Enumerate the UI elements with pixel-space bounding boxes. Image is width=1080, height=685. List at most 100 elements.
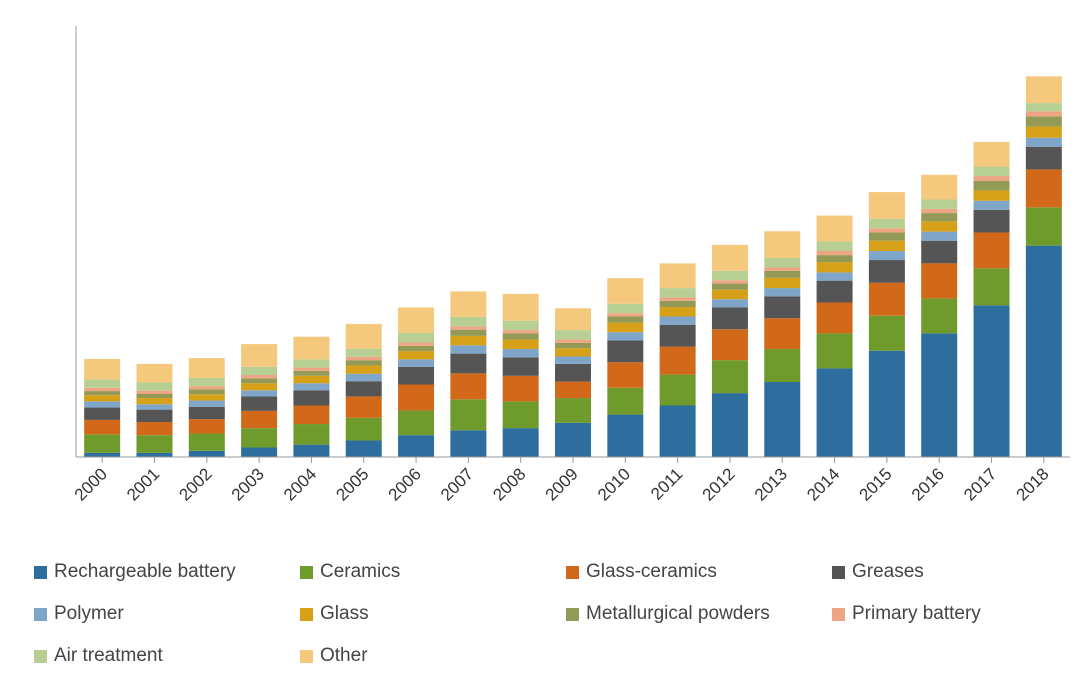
bar-segment (868, 218, 905, 229)
x-tick-label: 2003 (228, 464, 268, 504)
bar-segment (84, 391, 121, 396)
legend-label: Ceramics (320, 561, 401, 582)
bar-segment (136, 393, 173, 399)
bar-segment (1025, 137, 1062, 147)
bar-segment (921, 263, 958, 299)
bar-segment (868, 282, 905, 316)
legend-swatch (566, 565, 579, 579)
bar-segment (607, 322, 644, 333)
bar-segment (188, 377, 225, 387)
bar-segment (711, 244, 748, 271)
bar-segment (293, 444, 330, 457)
bar-segment (136, 398, 173, 405)
bar-segment (816, 262, 853, 273)
legend-label: Polymer (54, 603, 124, 624)
legend-item: Rechargeable battery (34, 560, 236, 584)
bar-segment (868, 228, 905, 233)
legend-item: Air treatment (34, 644, 163, 668)
bar-segment (607, 313, 644, 317)
bar-segment (764, 296, 801, 319)
bar-segment (659, 324, 696, 347)
bar-segment (921, 333, 958, 457)
bar-segment (136, 435, 173, 453)
bar-segment (1025, 103, 1062, 112)
legend-swatch (300, 649, 313, 663)
bar-segment (84, 407, 121, 420)
x-tick-label: 2009 (542, 464, 582, 504)
bar-segment (607, 316, 644, 323)
legend-swatch (34, 565, 47, 579)
bar-segment (502, 330, 539, 334)
legend-item: Other (300, 644, 368, 668)
x-tick-label: 2000 (71, 464, 111, 504)
bar-segment (136, 404, 173, 410)
bar-segment (450, 345, 487, 354)
x-tick-label: 2015 (856, 464, 896, 504)
bar-segment (241, 366, 278, 376)
bar-segment (764, 382, 801, 457)
bar-segment (607, 278, 644, 304)
bar-segment (1025, 207, 1062, 246)
bar-segment (1025, 169, 1062, 208)
bar-segment (241, 378, 278, 384)
legend-item: Glass-ceramics (566, 560, 717, 584)
bar-segment (816, 333, 853, 369)
legend-label: Glass (320, 603, 369, 624)
bar-segment (607, 414, 644, 457)
bar-segment (711, 289, 748, 300)
bar-segment (345, 417, 382, 441)
bar-segment (293, 370, 330, 376)
bar-segment (136, 382, 173, 391)
bar-segment (241, 410, 278, 429)
bar-segment (973, 190, 1010, 201)
x-tick-labels: 2000 2001 2002 2003 2004 2005 2006 2007 2008 2009… (71, 464, 1053, 504)
legend-label: Rechargeable battery (54, 561, 236, 582)
bar-segment (659, 374, 696, 406)
bar-segment (84, 387, 121, 392)
bar-segment (293, 405, 330, 425)
bar-segment (345, 440, 382, 457)
bar-segment (136, 390, 173, 394)
legend-item: Glass (300, 602, 369, 626)
bar-segment (555, 342, 591, 349)
bar-segment (502, 357, 539, 376)
chart-area: 2000 2001 2002 2003 2004 2005 2006 2007 2008 2009… (71, 26, 1070, 505)
bar-segment (659, 297, 696, 301)
bar-segment (84, 358, 121, 380)
bar-segment (188, 450, 225, 457)
bar-segment (502, 349, 539, 358)
bar-segment (921, 221, 958, 232)
bar-segment (764, 258, 801, 268)
bar-segment (398, 351, 435, 360)
bar-segment (241, 390, 278, 397)
bar-segment (241, 447, 278, 457)
bar-segment (502, 375, 539, 402)
legend-label: Metallurgical powders (586, 603, 770, 624)
x-tick-label: 2008 (489, 464, 529, 504)
legend-swatch (566, 607, 579, 621)
bar-segment (764, 318, 801, 350)
bar-segment (398, 345, 435, 352)
bar-segment (659, 300, 696, 308)
bar-segment (816, 215, 853, 242)
bar-segment (1025, 111, 1062, 117)
bar-segment (711, 393, 748, 457)
bar-segment (555, 398, 591, 423)
bar-segment (293, 390, 330, 406)
bar-segment (764, 277, 801, 289)
bar-segment (398, 342, 435, 346)
bar-segment (555, 339, 591, 343)
legend-item: Metallurgical powders (566, 602, 770, 626)
axes-group (75, 26, 1070, 463)
x-tick-label: 2014 (803, 464, 843, 504)
bar-segment (345, 396, 382, 418)
bar-segment (84, 419, 121, 435)
bar-segment (188, 406, 225, 420)
legend-swatch (34, 607, 47, 621)
bar-segment (816, 272, 853, 281)
legend-item: Primary battery (832, 602, 981, 626)
bar-segment (345, 373, 382, 382)
bar-segment (973, 166, 1010, 177)
bar-segment (868, 350, 905, 457)
bar-segment (1025, 116, 1062, 127)
